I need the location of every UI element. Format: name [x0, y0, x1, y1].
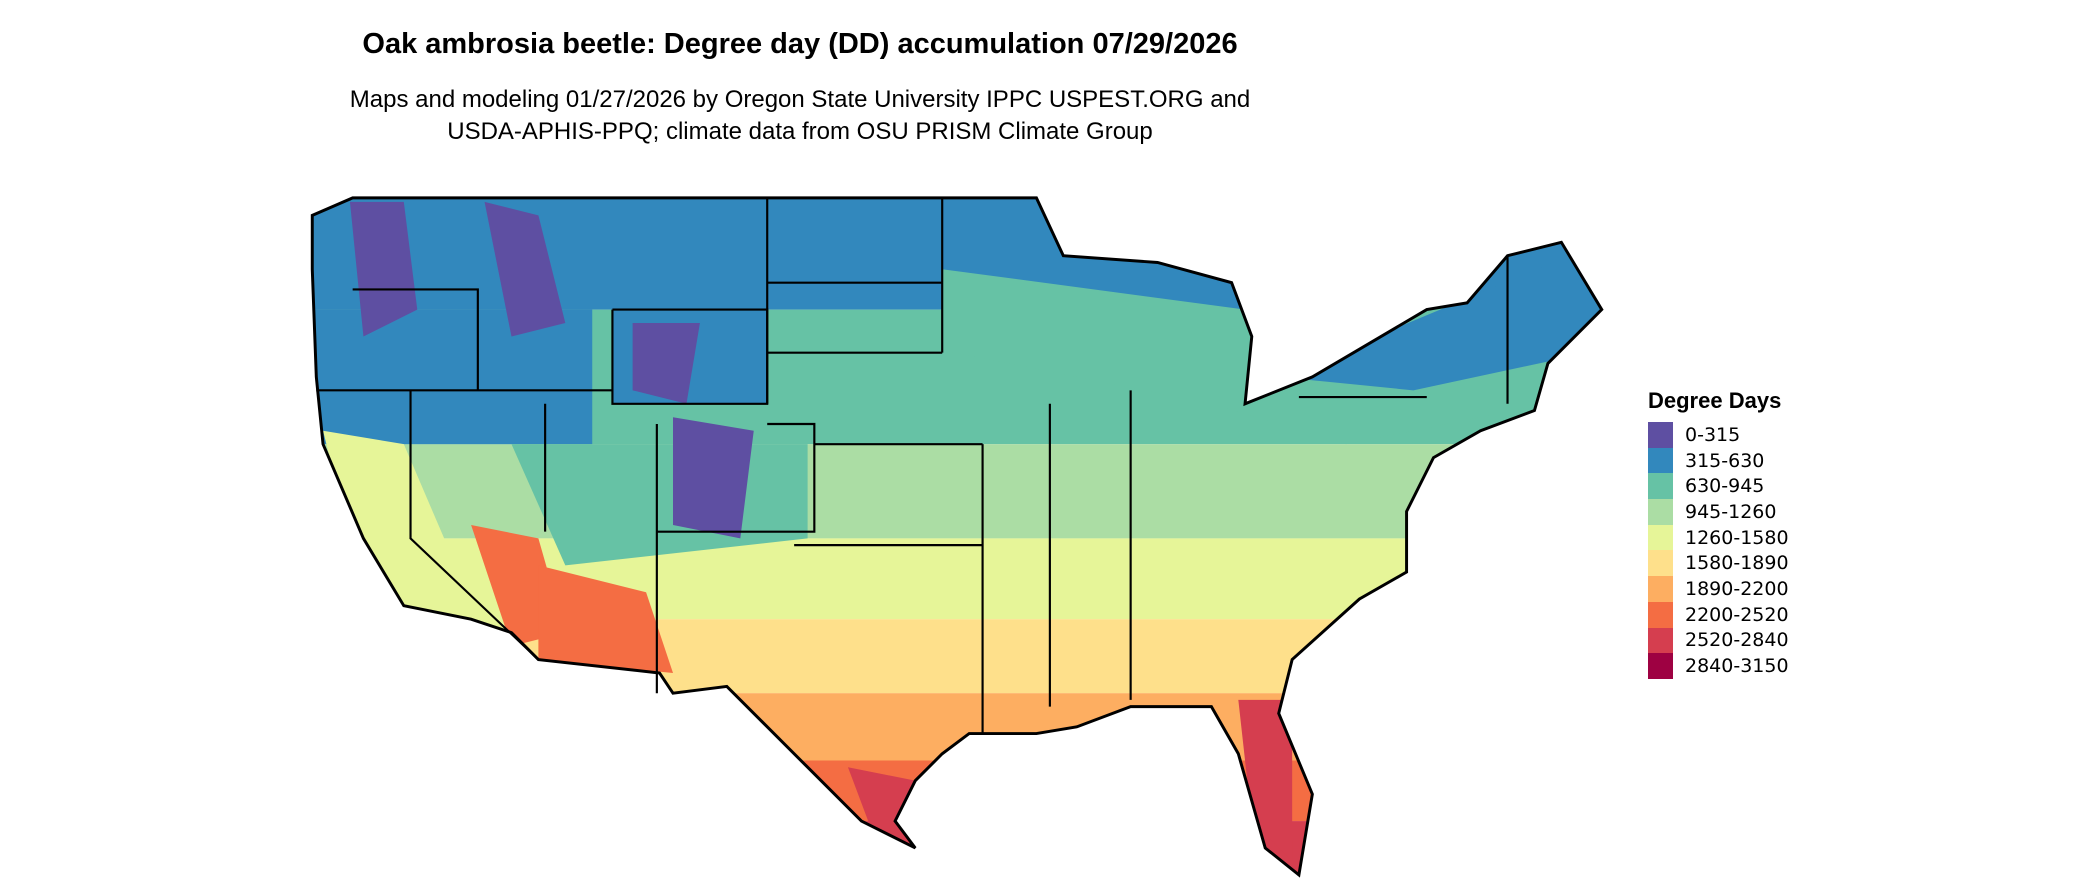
us-outline: [310, 196, 1604, 878]
dd-zone: [323, 430, 539, 633]
legend-swatch: [1648, 627, 1673, 654]
legend-swatch: [1648, 447, 1673, 474]
legend-item: 1580-1890: [1648, 550, 1789, 577]
legend-swatch: [1648, 422, 1673, 448]
dd-zone: [1278, 242, 1602, 391]
dd-band: [312, 821, 1602, 875]
legend-item: 1260-1580: [1648, 524, 1789, 551]
legend-swatch: [1648, 473, 1673, 500]
legend-label: 0-315: [1685, 423, 1741, 446]
legend-label: 2200-2520: [1685, 603, 1789, 626]
dd-zone: [673, 417, 754, 539]
legend-swatch: [1648, 550, 1673, 577]
state-borders: [310, 196, 1604, 878]
legend-item: 315-630: [1648, 447, 1789, 474]
legend: Degree Days 0-315 315-630 630-945 945-1260 1…: [1648, 388, 1789, 679]
legend-swatch: [1648, 653, 1673, 679]
legend-item: 2520-2840: [1648, 627, 1789, 654]
state-border: [409, 390, 540, 661]
legend-title: Degree Days: [1648, 388, 1782, 413]
legend-swatch: [1648, 576, 1673, 602]
legend-swatch: [1648, 601, 1673, 628]
state-border: [352, 288, 479, 391]
state-border: [656, 422, 816, 533]
subtitle-line-1: Maps and modeling 01/27/2026 by Oregon S…: [349, 86, 1251, 113]
dd-zone: [632, 323, 700, 404]
degree-day-raster: [312, 197, 1602, 875]
map-subtitle: Maps and modeling 01/27/2026 by Oregon S…: [0, 84, 1600, 148]
legend-label: 1890-2200: [1685, 577, 1789, 600]
dd-band: [312, 693, 1602, 761]
legend-item: 630-945: [1648, 473, 1789, 500]
legend-item: 2200-2520: [1648, 601, 1789, 628]
legend-label: 2840-3150: [1685, 655, 1789, 678]
legend-label: 945-1260: [1685, 500, 1777, 523]
legend-label: 630-945: [1685, 475, 1765, 498]
dd-band: [312, 444, 1602, 539]
dd-zone: [538, 565, 673, 673]
dd-band: [312, 619, 1602, 694]
legend-label: 315-630: [1685, 449, 1765, 472]
subtitle-line-2: USDA-APHIS-PPQ; climate data from OSU PR…: [447, 118, 1153, 145]
legend-item: 1890-2200: [1648, 576, 1789, 602]
legend-item: 945-1260: [1648, 499, 1789, 525]
legend-label: 1260-1580: [1685, 526, 1789, 549]
legend-label: 1580-1890: [1685, 552, 1789, 575]
legend-swatch: [1648, 524, 1673, 551]
dd-zone: [312, 309, 593, 445]
legend-item: 2840-3150: [1648, 653, 1789, 679]
dd-zone: [349, 201, 418, 337]
legend-label: 2520-2840: [1685, 629, 1789, 652]
map-title: Oak ambrosia beetle: Degree day (DD) acc…: [362, 28, 1238, 60]
legend-swatch: [1648, 499, 1673, 525]
legend-item: 0-315: [1648, 422, 1789, 448]
dd-band: [312, 760, 1602, 822]
